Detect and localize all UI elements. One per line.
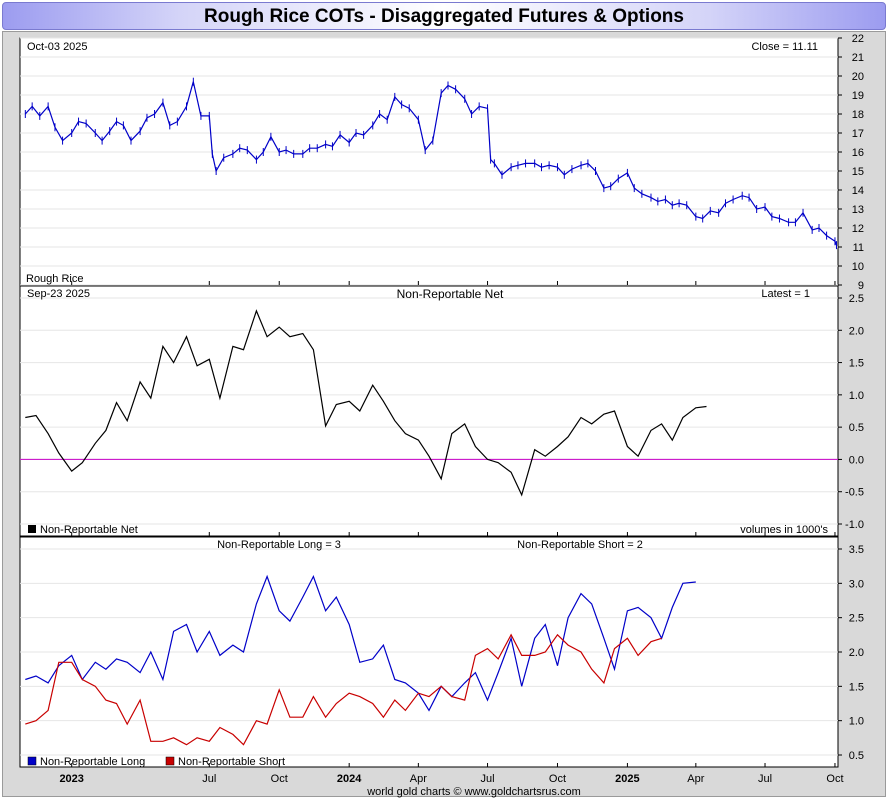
price-panel [19, 37, 839, 286]
net-panel [19, 285, 839, 537]
net-y-tick-label: 2.0 [849, 325, 864, 337]
x-tick-label: Apr [410, 773, 427, 785]
long-line [25, 574, 696, 712]
price-y-tick-label: 11 [853, 242, 864, 254]
price-y-tick-label: 9 [858, 280, 864, 292]
long-legend-label: Non-Reportable Long [40, 756, 145, 768]
price-y-tick-label: 10 [852, 261, 864, 273]
short-top-label: Non-Reportable Short = 2 [517, 539, 643, 551]
x-tick-label: 2024 [337, 773, 362, 785]
x-tick-label: Oct [549, 773, 566, 785]
price-y-tick-label: 16 [852, 147, 864, 159]
long-short-y-tick-label: 1.0 [849, 716, 864, 728]
net-panel-title: Non-Reportable Net [397, 287, 504, 301]
x-tick-label: Oct [271, 773, 288, 785]
net-series [25, 309, 707, 497]
long-short-grid [20, 548, 838, 756]
short-legend-label: Non-Reportable Short [178, 756, 285, 768]
net-legend-label: Non-Reportable Net [40, 524, 138, 536]
price-y-tick-label: 15 [852, 166, 864, 178]
price-y-ticks: 9 10 11 12 13 14 15 16 17 18 19 20 21 22 [838, 33, 864, 292]
net-date-label: Sep-23 2025 [27, 288, 90, 300]
net-y-tick-label: 2.5 [849, 293, 864, 305]
x-tick-label: Oct [826, 773, 843, 785]
long-short-y-tick-label: 0.5 [849, 750, 864, 762]
long-short-y-tick-label: 2.5 [849, 613, 864, 625]
net-y-tick-label: -1.0 [845, 519, 864, 531]
price-y-tick-label: 14 [852, 185, 864, 197]
price-y-tick-label: 19 [852, 90, 864, 102]
price-series-label: Rough Rice [26, 273, 83, 285]
long-short-y-ticks: 0.5 1.0 1.5 2.0 2.5 3.0 3.5 [838, 544, 864, 762]
net-units-label: volumes in 1000's [740, 524, 828, 536]
long-short-y-tick-label: 3.0 [849, 578, 864, 590]
x-tick-label: Jul [202, 773, 216, 785]
price-y-tick-label: 17 [852, 128, 864, 140]
price-y-tick-label: 20 [852, 71, 864, 83]
net-legend-swatch [28, 525, 36, 533]
net-y-tick-label: -0.5 [845, 487, 864, 499]
price-grid [20, 37, 838, 286]
long-short-y-tick-label: 1.5 [849, 681, 864, 693]
price-y-tick-label: 21 [852, 52, 864, 64]
price-y-tick-label: 22 [852, 33, 864, 45]
x-axis: 2023 Jul Oct 2024 Apr Jul Oct 2025 Apr Jul Oct [59, 281, 844, 785]
price-close-label: Close = 11.11 [751, 41, 818, 53]
x-tick-label: Jul [481, 773, 495, 785]
net-y-tick-label: 1.5 [849, 358, 864, 370]
short-line [25, 633, 662, 746]
short-legend-swatch [165, 756, 175, 766]
x-tick-label: 2025 [615, 773, 639, 785]
net-y-tick-label: 0.5 [849, 422, 864, 434]
price-y-tick-label: 18 [852, 109, 864, 121]
price-series [24, 77, 838, 250]
net-grid [20, 297, 838, 525]
net-y-tick-label: 1.0 [849, 390, 864, 402]
long-short-y-tick-label: 3.5 [849, 544, 864, 556]
x-tick-label: 2023 [59, 773, 83, 785]
net-y-tick-label: 0.0 [849, 454, 864, 466]
long-short-series [25, 574, 696, 746]
net-y-ticks: -1.0 -0.5 0.0 0.5 1.0 1.5 2.0 2.5 [838, 293, 864, 531]
page-title: Rough Rice COTs - Disaggregated Futures … [204, 6, 684, 27]
footer-credit: world gold charts © www.goldchartsrus.co… [366, 786, 581, 798]
long-top-label: Non-Reportable Long = 3 [217, 539, 341, 551]
net-line [25, 309, 707, 497]
x-tick-label: Jul [758, 773, 772, 785]
title-bar: Rough Rice COTs - Disaggregated Futures … [2, 2, 886, 30]
price-date-label: Oct-03 2025 [27, 41, 88, 53]
long-short-y-tick-label: 2.0 [849, 647, 864, 659]
x-tick-label: Apr [687, 773, 704, 785]
price-y-tick-label: 13 [852, 204, 864, 216]
net-latest-label: Latest = 1 [761, 288, 810, 300]
long-legend-swatch [27, 756, 37, 766]
price-y-tick-label: 12 [852, 223, 864, 235]
